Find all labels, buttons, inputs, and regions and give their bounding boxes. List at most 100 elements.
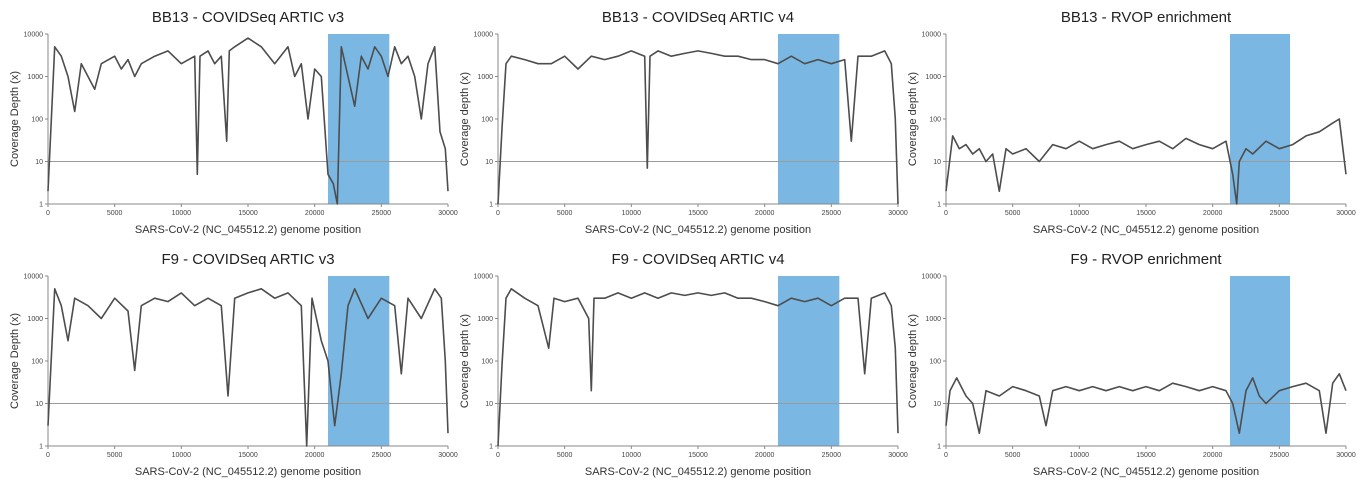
x-axis-label: SARS-CoV-2 (NC_045512.2) genome position bbox=[1033, 466, 1259, 478]
y-tick-label: 100 bbox=[929, 359, 941, 366]
x-tick-label: 25000 bbox=[822, 210, 842, 217]
x-tick-label: 30000 bbox=[888, 210, 908, 217]
y-axis-label: Coverage depth (x) bbox=[459, 314, 471, 408]
x-tick-label: 0 bbox=[496, 210, 500, 217]
x-tick-label: 30000 bbox=[888, 452, 908, 459]
x-tick-label: 25000 bbox=[1270, 452, 1290, 459]
x-axis-label: SARS-CoV-2 (NC_045512.2) genome position bbox=[135, 224, 361, 236]
x-tick-label: 20000 bbox=[755, 452, 775, 459]
x-tick-label: 10000 bbox=[622, 210, 642, 217]
chart-panel-bb13-rvop: 1 10 100 1000 10000 0 5000 10000 15000 20000 25000… bbox=[898, 4, 1356, 244]
y-tick-label: 10 bbox=[35, 159, 43, 166]
highlight-region bbox=[328, 276, 390, 446]
x-tick-label: 5000 bbox=[107, 452, 123, 459]
x-tick-label: 30000 bbox=[1336, 452, 1356, 459]
y-tick-label: 100 bbox=[481, 117, 493, 124]
chart-panel-bb13-artic-v4: 1 10 100 1000 10000 0 5000 10000 15000 20000 25000… bbox=[450, 4, 908, 244]
x-tick-label: 5000 bbox=[557, 452, 573, 459]
coverage-series-line bbox=[47, 37, 449, 205]
y-tick-label: 1 bbox=[937, 202, 941, 209]
y-tick-label: 10 bbox=[485, 401, 493, 408]
x-tick-label: 15000 bbox=[238, 452, 258, 459]
x-tick-label: 15000 bbox=[688, 452, 708, 459]
y-tick-label: 10 bbox=[933, 401, 941, 408]
y-tick-label: 10000 bbox=[922, 274, 942, 281]
x-tick-label: 0 bbox=[496, 452, 500, 459]
chart-panel-f9-rvop: 1 10 100 1000 10000 0 5000 10000 15000 20000 25000… bbox=[898, 246, 1356, 486]
y-tick-label: 1 bbox=[489, 202, 493, 209]
y-tick-label: 10 bbox=[933, 159, 941, 166]
x-tick-label: 0 bbox=[944, 452, 948, 459]
chart-title: F9 - COVIDSeq ARTIC v4 bbox=[611, 251, 784, 268]
y-tick-label: 100 bbox=[31, 117, 43, 124]
x-tick-label: 5000 bbox=[557, 210, 573, 217]
x-tick-label: 20000 bbox=[305, 210, 325, 217]
x-axis-label: SARS-CoV-2 (NC_045512.2) genome position bbox=[585, 466, 811, 478]
chart-title: BB13 - COVIDSeq ARTIC v3 bbox=[152, 9, 344, 26]
x-tick-label: 15000 bbox=[1136, 452, 1156, 459]
x-tick-label: 0 bbox=[46, 210, 50, 217]
x-tick-label: 5000 bbox=[1005, 210, 1021, 217]
y-tick-label: 1000 bbox=[477, 316, 493, 323]
coverage-series-line bbox=[497, 288, 899, 447]
chart-panel-f9-artic-v4: 1 10 100 1000 10000 0 5000 10000 15000 20000 25000… bbox=[450, 246, 908, 486]
x-tick-label: 15000 bbox=[688, 210, 708, 217]
chart-svg: 1 10 100 1000 10000 0 5000 10000 15000 20000 25000… bbox=[459, 9, 908, 236]
y-tick-label: 1000 bbox=[925, 74, 941, 81]
x-tick-label: 10000 bbox=[172, 452, 192, 459]
x-axis-label: SARS-CoV-2 (NC_045512.2) genome position bbox=[585, 224, 811, 236]
x-tick-label: 20000 bbox=[1203, 210, 1223, 217]
chart-title: F9 - RVOP enrichment bbox=[1070, 251, 1222, 268]
y-tick-label: 1 bbox=[39, 444, 43, 451]
x-axis-label: SARS-CoV-2 (NC_045512.2) genome position bbox=[1033, 224, 1259, 236]
x-axis-label: SARS-CoV-2 (NC_045512.2) genome position bbox=[135, 466, 361, 478]
y-axis-label: Coverage Depth (x) bbox=[9, 313, 21, 409]
y-tick-label: 10000 bbox=[474, 274, 494, 281]
x-tick-label: 25000 bbox=[822, 452, 842, 459]
y-tick-label: 10000 bbox=[24, 32, 44, 39]
y-tick-label: 10 bbox=[35, 401, 43, 408]
chart-svg: 1 10 100 1000 10000 0 5000 10000 15000 20000 25000… bbox=[907, 251, 1356, 478]
x-tick-label: 30000 bbox=[438, 210, 458, 217]
x-tick-label: 5000 bbox=[107, 210, 123, 217]
chart-svg: 1 10 100 1000 10000 0 5000 10000 15000 20000 25000… bbox=[9, 251, 458, 478]
chart-title: BB13 - RVOP enrichment bbox=[1061, 9, 1232, 26]
x-tick-label: 5000 bbox=[1005, 452, 1021, 459]
y-tick-label: 1 bbox=[937, 444, 941, 451]
x-tick-label: 30000 bbox=[438, 452, 458, 459]
x-tick-label: 10000 bbox=[622, 452, 642, 459]
y-tick-label: 1 bbox=[39, 202, 43, 209]
x-tick-label: 10000 bbox=[1070, 210, 1090, 217]
y-tick-label: 1 bbox=[489, 444, 493, 451]
y-axis-label: Coverage depth (x) bbox=[907, 72, 919, 166]
y-tick-label: 1000 bbox=[27, 74, 43, 81]
coverage-series-line bbox=[47, 288, 449, 447]
y-tick-label: 1000 bbox=[477, 74, 493, 81]
highlight-region bbox=[778, 34, 840, 204]
highlight-region bbox=[1230, 34, 1290, 204]
chart-title: BB13 - COVIDSeq ARTIC v4 bbox=[602, 9, 794, 26]
chart-svg: 1 10 100 1000 10000 0 5000 10000 15000 20000 25000… bbox=[907, 9, 1356, 236]
x-tick-label: 20000 bbox=[1203, 452, 1223, 459]
chart-panel-f9-artic-v3: 1 10 100 1000 10000 0 5000 10000 15000 20000 25000… bbox=[0, 246, 458, 486]
x-tick-label: 15000 bbox=[1136, 210, 1156, 217]
y-tick-label: 1000 bbox=[27, 316, 43, 323]
y-axis-label: Coverage Depth (x) bbox=[9, 71, 21, 167]
x-tick-label: 0 bbox=[46, 452, 50, 459]
x-tick-label: 20000 bbox=[305, 452, 325, 459]
highlight-region bbox=[1230, 276, 1290, 446]
x-tick-label: 20000 bbox=[755, 210, 775, 217]
x-tick-label: 25000 bbox=[372, 452, 392, 459]
y-tick-label: 100 bbox=[929, 117, 941, 124]
y-tick-label: 100 bbox=[31, 359, 43, 366]
x-tick-label: 30000 bbox=[1336, 210, 1356, 217]
x-tick-label: 10000 bbox=[172, 210, 192, 217]
highlight-region bbox=[778, 276, 840, 446]
x-tick-label: 25000 bbox=[1270, 210, 1290, 217]
y-tick-label: 10000 bbox=[24, 274, 44, 281]
x-tick-label: 15000 bbox=[238, 210, 258, 217]
x-tick-label: 10000 bbox=[1070, 452, 1090, 459]
coverage-series-line bbox=[497, 50, 899, 205]
coverage-series-line bbox=[945, 373, 1347, 434]
chart-svg: 1 10 100 1000 10000 0 5000 10000 15000 20000 25000… bbox=[9, 9, 458, 236]
